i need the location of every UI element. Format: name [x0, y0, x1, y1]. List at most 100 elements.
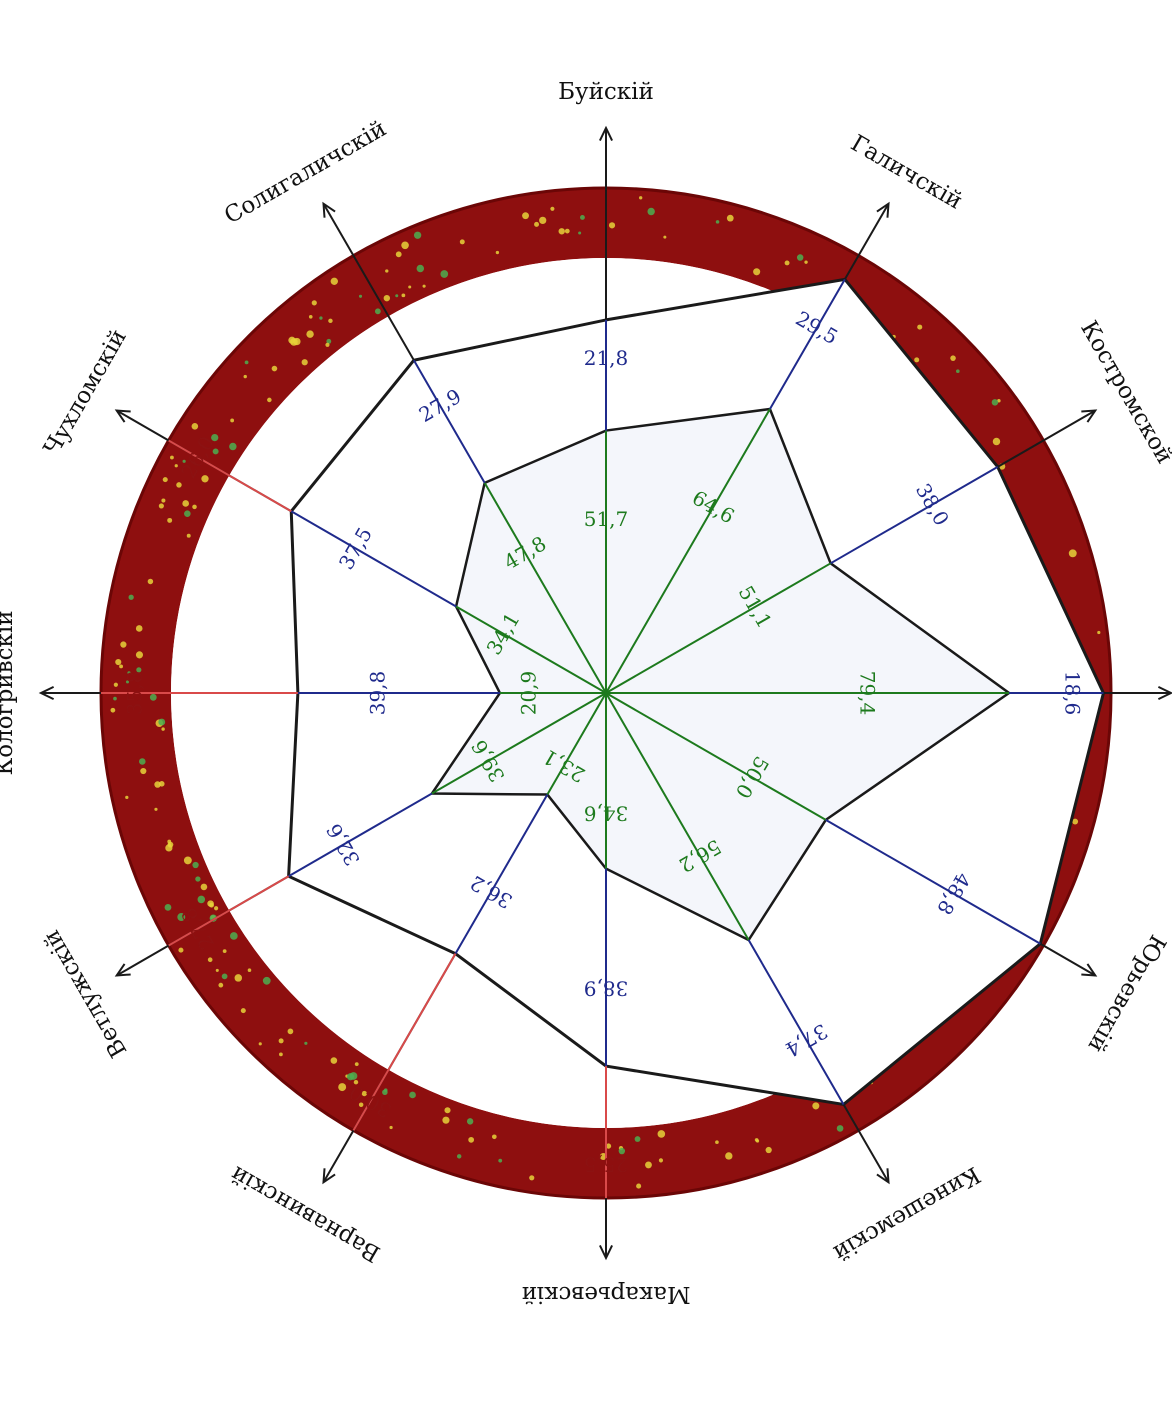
spoke-arrowhead	[599, 125, 613, 142]
spoke-arrowhead	[322, 1168, 336, 1185]
ring-speck	[401, 241, 409, 250]
ring-speck	[113, 682, 118, 687]
green-segment	[605, 562, 832, 694]
ring-speck	[301, 359, 308, 366]
ring-speck	[127, 671, 131, 675]
axis-label: Кологривскій	[0, 610, 18, 775]
ring-speck	[558, 228, 565, 235]
green-segment	[546, 692, 607, 796]
ring-speck	[139, 758, 146, 765]
ring-speck	[442, 1116, 450, 1124]
ring-speck	[212, 448, 219, 455]
spoke-arrowhead	[114, 409, 131, 423]
ring-speck	[306, 330, 314, 338]
ring-speck	[812, 1102, 820, 1110]
ring-speck	[647, 207, 655, 216]
ring-speck	[158, 718, 166, 726]
ring-speck	[395, 251, 402, 258]
ring-speck	[408, 285, 412, 289]
value-label-blue: 38,9	[584, 977, 629, 1001]
axis-label: Буйскій	[558, 79, 654, 105]
ring-speck	[992, 437, 1001, 446]
ring-speck	[113, 696, 117, 701]
ring-speck	[765, 1146, 772, 1154]
ring-speck	[383, 294, 391, 302]
ring-speck	[191, 423, 199, 430]
ring-speck	[715, 1140, 719, 1145]
ring-speck	[401, 293, 406, 298]
ring-speck	[182, 459, 186, 463]
ring-speck	[178, 947, 184, 953]
ring-speck	[495, 250, 500, 255]
value-label-blue: 39,8	[365, 671, 389, 716]
ring-speck	[110, 707, 116, 713]
ring-speck	[161, 498, 166, 503]
polygons	[101, 277, 1106, 1198]
ring-speck	[154, 781, 161, 788]
value-label-red: 25,5	[584, 1153, 629, 1177]
green-segment	[483, 482, 607, 694]
ring-speck	[657, 1130, 666, 1138]
ring-speck	[308, 314, 313, 319]
ring-speck	[550, 206, 555, 211]
axis-label: Кинешемскій	[829, 1161, 985, 1266]
ring-speck	[498, 1158, 503, 1163]
ring-speck	[564, 228, 570, 234]
ring-speck	[605, 1143, 612, 1149]
ring-speck	[125, 680, 130, 684]
value-label-blue: 18,6	[1060, 671, 1084, 716]
blue-segment	[830, 465, 999, 565]
ring-speck	[715, 220, 720, 224]
ring-speck	[917, 324, 923, 330]
ring-speck	[409, 1091, 416, 1099]
ring-speck	[207, 957, 213, 963]
ring-speck	[167, 843, 172, 847]
ring-speck	[183, 856, 192, 865]
ring-speck	[389, 1125, 393, 1130]
ring-speck	[176, 482, 182, 488]
spoke-arrowhead	[876, 201, 890, 218]
ring-speck	[135, 625, 143, 632]
ring-speck	[726, 214, 734, 222]
ring-speck	[200, 883, 208, 891]
ring-speck	[522, 212, 529, 220]
ring-speck	[136, 667, 142, 673]
ring-speck	[278, 1038, 284, 1044]
ring-speck	[177, 913, 186, 921]
ring-speck	[115, 658, 122, 666]
ring-speck	[529, 1175, 535, 1181]
ring-speck	[218, 982, 224, 988]
ring-speck	[258, 1042, 262, 1046]
red-segment	[352, 953, 457, 1131]
axis-label: Макарьевскій	[521, 1281, 690, 1307]
ring-speck	[416, 264, 425, 273]
ring-speck	[382, 1089, 388, 1096]
red-segment	[168, 439, 292, 513]
ring-speck	[192, 504, 197, 510]
ring-speck	[167, 839, 172, 844]
spoke-arrowhead	[114, 963, 131, 977]
ring-speck	[413, 231, 422, 239]
ring-speck	[330, 1057, 338, 1064]
ring-speck	[466, 1118, 474, 1125]
ring-speck	[158, 503, 164, 509]
axis-label: Варнавинскій	[226, 1160, 384, 1266]
ring-speck	[836, 1125, 844, 1132]
ring-speck	[244, 360, 249, 365]
spoke-arrowhead	[322, 201, 336, 218]
ring-speck	[195, 876, 201, 882]
axis-label: Ветлужскій	[39, 925, 133, 1061]
value-label-green: 79,4	[855, 671, 879, 716]
ring-speck	[956, 369, 960, 373]
axis-label: Солигаличскій	[220, 116, 391, 230]
ring-speck	[358, 1102, 364, 1107]
ring-speck	[128, 594, 134, 600]
green-segment	[455, 605, 607, 694]
ring-speck	[804, 260, 808, 264]
ring-speck	[358, 294, 363, 298]
ring-speck	[440, 270, 449, 278]
ring-speck	[154, 807, 158, 811]
ring-speck	[491, 1134, 497, 1140]
ring-speck	[755, 1139, 760, 1143]
